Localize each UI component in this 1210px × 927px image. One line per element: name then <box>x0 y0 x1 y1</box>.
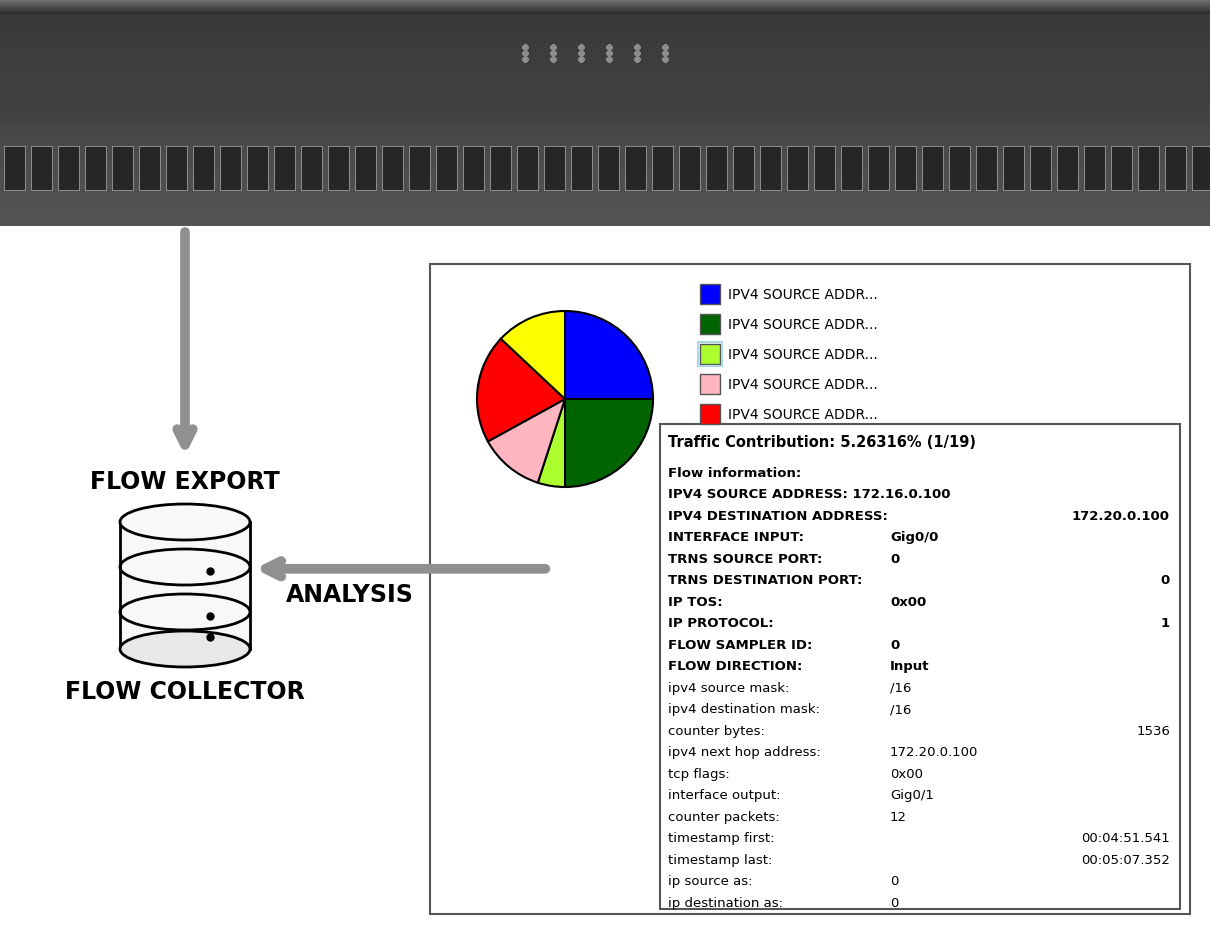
Text: FLOW SAMPLER ID:: FLOW SAMPLER ID: <box>668 639 812 652</box>
Text: FLOW COLLECTOR: FLOW COLLECTOR <box>65 679 305 704</box>
Text: 0: 0 <box>1160 574 1170 587</box>
Text: IPV4 SOURCE ADDR...: IPV4 SOURCE ADDR... <box>728 377 877 391</box>
Text: interface output:: interface output: <box>668 789 780 802</box>
Bar <box>701 285 720 305</box>
Bar <box>701 345 720 364</box>
Bar <box>120 523 250 649</box>
Ellipse shape <box>120 631 250 667</box>
Text: /16: /16 <box>891 703 911 716</box>
Bar <box>698 343 722 366</box>
Text: FLOW EXPORT: FLOW EXPORT <box>90 469 280 493</box>
Text: 1536: 1536 <box>1136 724 1170 737</box>
Text: 0: 0 <box>891 874 898 887</box>
Text: ipv4 source mask:: ipv4 source mask: <box>668 681 789 694</box>
Text: timestamp last:: timestamp last: <box>668 853 772 866</box>
Text: timestamp first:: timestamp first: <box>668 832 774 844</box>
Text: ANALYSIS: ANALYSIS <box>286 582 414 606</box>
Text: INTERFACE INPUT:: INTERFACE INPUT: <box>668 531 803 544</box>
Bar <box>659 425 1180 909</box>
Text: 0: 0 <box>891 639 899 652</box>
Text: 172.20.0.100: 172.20.0.100 <box>1072 510 1170 523</box>
Text: Gig0/1: Gig0/1 <box>891 789 934 802</box>
Text: IPV4 SOURCE ADDR...: IPV4 SOURCE ADDR... <box>728 287 877 301</box>
Text: tcp flags:: tcp flags: <box>668 768 730 781</box>
Text: Gig0/0: Gig0/0 <box>891 531 939 544</box>
Text: 1: 1 <box>1160 616 1170 629</box>
Text: 0: 0 <box>891 552 899 565</box>
Text: /16: /16 <box>891 681 911 694</box>
Wedge shape <box>565 400 653 488</box>
Text: TRNS SOURCE PORT:: TRNS SOURCE PORT: <box>668 552 823 565</box>
Text: IPV4 SOURCE ADDR...: IPV4 SOURCE ADDR... <box>728 318 877 332</box>
Wedge shape <box>488 400 565 483</box>
Text: Input: Input <box>891 660 929 673</box>
Text: FLOW DIRECTION:: FLOW DIRECTION: <box>668 660 802 673</box>
Text: IP TOS:: IP TOS: <box>668 595 722 608</box>
Text: 0x00: 0x00 <box>891 595 926 608</box>
Text: Traffic Contribution: 5.26316% (1/19): Traffic Contribution: 5.26316% (1/19) <box>668 435 976 450</box>
Text: ipv4 destination mask:: ipv4 destination mask: <box>668 703 820 716</box>
Wedge shape <box>537 400 565 488</box>
Wedge shape <box>477 339 565 442</box>
Text: ip destination as:: ip destination as: <box>668 896 783 909</box>
Text: IP PROTOCOL:: IP PROTOCOL: <box>668 616 773 629</box>
Text: IPV4 DESTINATION ADDRESS:: IPV4 DESTINATION ADDRESS: <box>668 510 888 523</box>
Text: IPV4 SOURCE ADDRESS: 172.16.0.100: IPV4 SOURCE ADDRESS: 172.16.0.100 <box>668 488 951 501</box>
Bar <box>430 265 1189 914</box>
Text: TRNS DESTINATION PORT:: TRNS DESTINATION PORT: <box>668 574 863 587</box>
Text: Flow information:: Flow information: <box>668 466 801 479</box>
Bar <box>701 314 720 335</box>
Wedge shape <box>501 311 565 400</box>
Text: 00:04:51.541: 00:04:51.541 <box>1082 832 1170 844</box>
Text: counter bytes:: counter bytes: <box>668 724 765 737</box>
Text: 00:05:07.352: 00:05:07.352 <box>1081 853 1170 866</box>
Text: ip source as:: ip source as: <box>668 874 753 887</box>
Text: counter packets:: counter packets: <box>668 810 779 823</box>
Text: 0: 0 <box>891 896 898 909</box>
Bar <box>701 404 720 425</box>
Text: ipv4 next hop address:: ipv4 next hop address: <box>668 745 820 758</box>
Bar <box>701 375 720 395</box>
Text: IPV4 SOURCE ADDR...: IPV4 SOURCE ADDR... <box>728 348 877 362</box>
Ellipse shape <box>120 504 250 540</box>
Wedge shape <box>565 311 653 400</box>
Text: 0x00: 0x00 <box>891 768 923 781</box>
Text: 172.20.0.100: 172.20.0.100 <box>891 745 979 758</box>
Text: IPV4 SOURCE ADDR...: IPV4 SOURCE ADDR... <box>728 408 877 422</box>
Text: 12: 12 <box>891 810 908 823</box>
